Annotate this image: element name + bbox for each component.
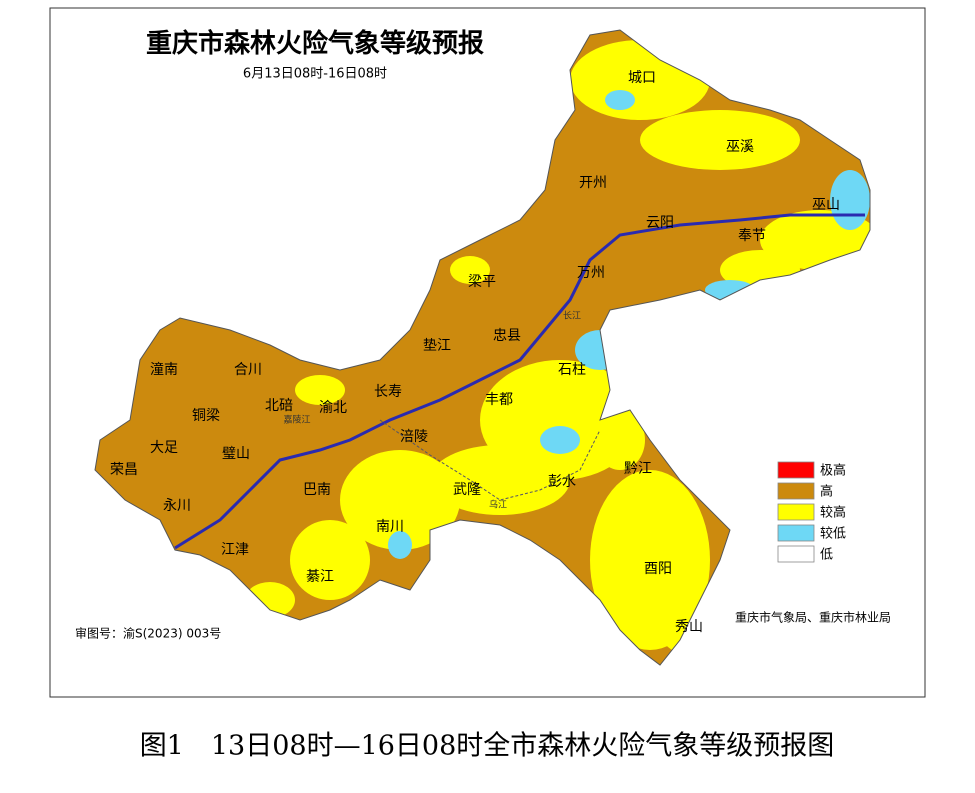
place-label: 云阳 <box>646 215 674 231</box>
place-label: 武隆 <box>453 482 481 498</box>
place-label: 奉节 <box>738 228 766 244</box>
place-label: 丰都 <box>485 392 513 408</box>
legend-label: 高 <box>820 484 833 500</box>
approval-number: 审图号：渝S(2023) 003号 <box>75 626 221 641</box>
place-label: 北碚 <box>265 398 293 414</box>
place-label: 石柱 <box>558 362 586 378</box>
place-label: 巫溪 <box>726 139 754 155</box>
place-label: 酉阳 <box>644 561 672 577</box>
wujiang-river <box>379 419 601 501</box>
legend-swatch <box>777 482 815 500</box>
place-label: 巴南 <box>303 482 331 498</box>
place-label: 巫山 <box>812 197 840 213</box>
place-label: 綦江 <box>306 569 334 585</box>
place-label: 合川 <box>234 362 262 378</box>
place-label: 开州 <box>579 175 607 191</box>
legend-label: 较低 <box>820 527 846 542</box>
river-label: 乌江 <box>489 499 507 511</box>
legend-swatch <box>777 545 815 563</box>
place-label: 黔江 <box>624 461 652 477</box>
river-label: 长江 <box>563 310 581 322</box>
place-label: 万州 <box>577 265 605 281</box>
place-label: 涪陵 <box>400 429 428 445</box>
place-label: 江津 <box>221 542 249 558</box>
place-label: 秀山 <box>675 619 703 635</box>
figure-caption: 图1 13日08时—16日08时全市森林火险气象等级预报图 <box>140 731 835 762</box>
place-label: 永川 <box>163 498 191 514</box>
place-label: 彭水 <box>548 474 576 490</box>
place-label: 忠县 <box>493 328 521 344</box>
place-label: 南川 <box>376 519 404 535</box>
place-label: 荣昌 <box>110 462 138 478</box>
place-labels: 城口巫溪开州云阳 巫山奉节梁平 万州忠县垫江石柱长寿丰都涪陵 潼南 合川铜梁 北碚 渝北大足… <box>110 70 840 635</box>
legend-swatch <box>777 524 815 542</box>
place-label: 铜梁 <box>192 408 220 424</box>
place-label: 城口 <box>628 70 656 86</box>
river-label: 嘉陵江 <box>283 414 310 426</box>
place-label: 大足 <box>150 440 178 456</box>
place-label: 璧山 <box>222 445 250 462</box>
legend-label: 极高 <box>820 463 846 479</box>
place-label: 渝北 <box>319 400 347 416</box>
place-label: 长寿 <box>374 383 402 400</box>
place-label: 梁平 <box>468 274 496 290</box>
map-subtitle: 6月13日08时-16日08时 <box>243 67 387 82</box>
place-label: 潼南 <box>150 361 178 378</box>
place-label: 垫江 <box>423 338 451 354</box>
legend-swatch <box>777 503 815 521</box>
legend-swatch <box>777 461 815 479</box>
yangtze-river <box>174 213 865 550</box>
map-title: 重庆市森林火险气象等级预报 <box>146 28 484 59</box>
legend-label: 较高 <box>820 505 846 521</box>
issuer: 重庆市气象局、重庆市林业局 <box>735 610 891 625</box>
legend-label: 低 <box>820 548 833 563</box>
